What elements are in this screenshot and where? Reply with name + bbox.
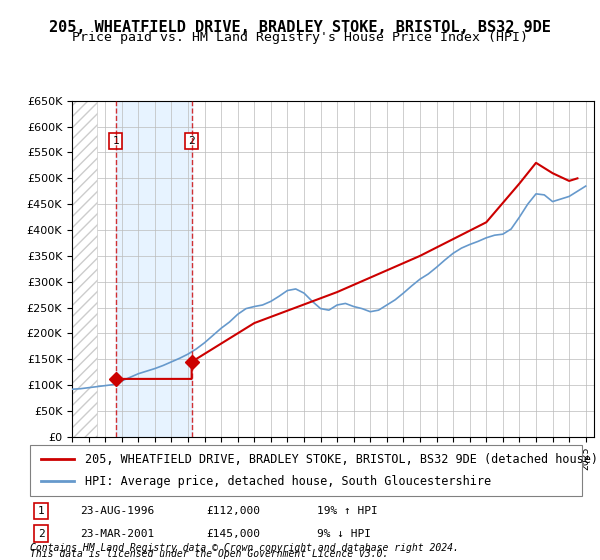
Text: 2: 2: [38, 529, 44, 539]
Text: 1: 1: [112, 136, 119, 146]
Text: £112,000: £112,000: [206, 506, 260, 516]
Text: 23-MAR-2001: 23-MAR-2001: [80, 529, 154, 539]
Text: This data is licensed under the Open Government Licence v3.0.: This data is licensed under the Open Gov…: [30, 549, 388, 559]
Text: Price paid vs. HM Land Registry's House Price Index (HPI): Price paid vs. HM Land Registry's House …: [72, 31, 528, 44]
Text: HPI: Average price, detached house, South Gloucestershire: HPI: Average price, detached house, Sout…: [85, 475, 491, 488]
Bar: [116, 101, 191, 437]
Text: 205, WHEATFIELD DRIVE, BRADLEY STOKE, BRISTOL, BS32 9DE: 205, WHEATFIELD DRIVE, BRADLEY STOKE, BR…: [49, 20, 551, 35]
Text: £145,000: £145,000: [206, 529, 260, 539]
FancyBboxPatch shape: [30, 445, 582, 496]
Text: 205, WHEATFIELD DRIVE, BRADLEY STOKE, BRISTOL, BS32 9DE (detached house): 205, WHEATFIELD DRIVE, BRADLEY STOKE, BR…: [85, 453, 598, 466]
Text: 1: 1: [38, 506, 44, 516]
Text: 2: 2: [188, 136, 195, 146]
Bar: [72, 101, 97, 437]
Text: 9% ↓ HPI: 9% ↓ HPI: [317, 529, 371, 539]
Text: Contains HM Land Registry data © Crown copyright and database right 2024.: Contains HM Land Registry data © Crown c…: [30, 543, 459, 553]
Text: 23-AUG-1996: 23-AUG-1996: [80, 506, 154, 516]
Text: 19% ↑ HPI: 19% ↑ HPI: [317, 506, 378, 516]
